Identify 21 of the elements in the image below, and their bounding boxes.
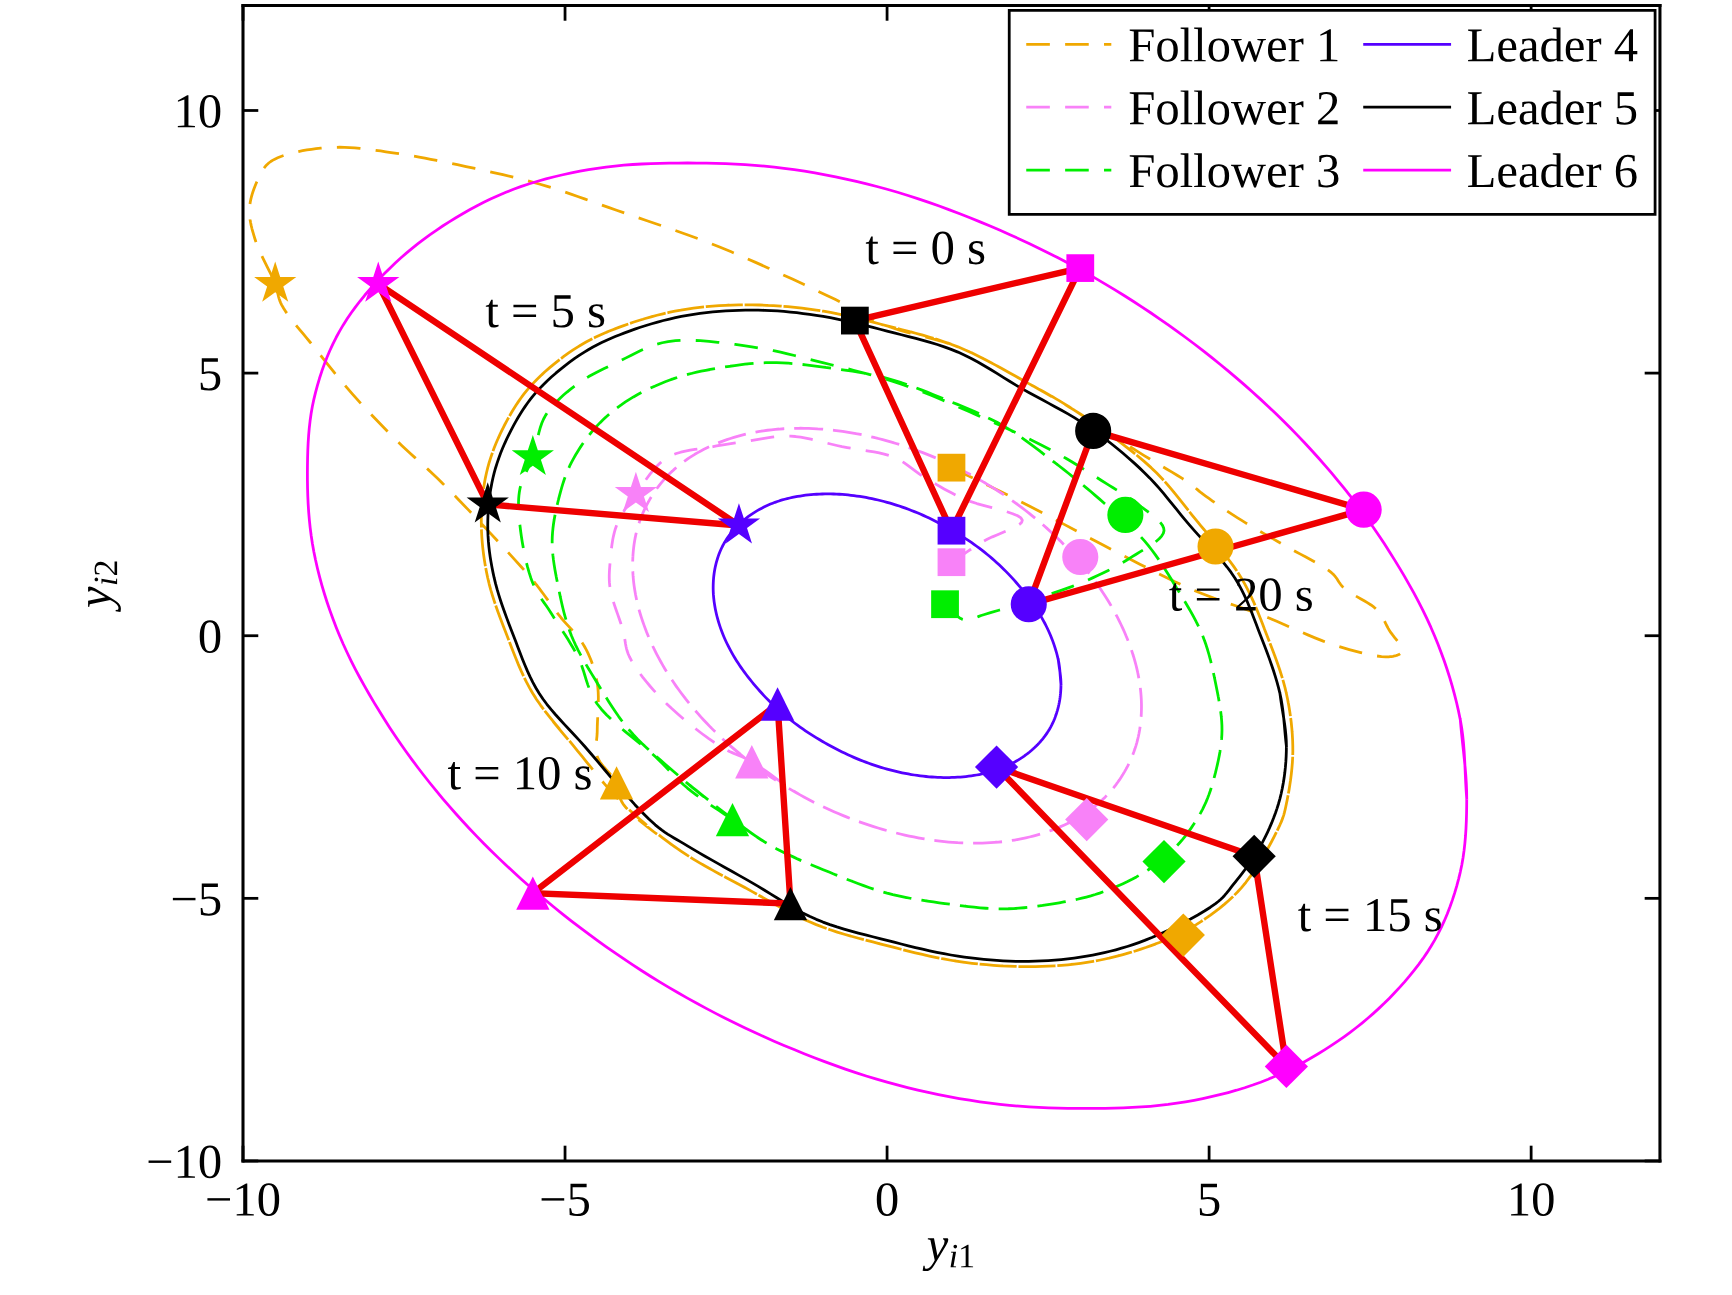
y-tick-label: 10 <box>177 95 221 128</box>
x-tick-label: −5 <box>541 1183 589 1217</box>
y-tick-label: −5 <box>172 883 221 916</box>
y-tick-label: 0 <box>199 620 221 654</box>
annotation: t = 5 s <box>485 295 605 328</box>
legend-label: Leader 4 <box>1468 27 1638 62</box>
legend-label: Follower 3 <box>1129 153 1339 188</box>
legend-label: Follower 1 <box>1129 27 1338 62</box>
x-tick-label: 0 <box>876 1183 898 1217</box>
x-tick-label: 5 <box>1199 1183 1220 1217</box>
legend-label: Leader 6 <box>1468 153 1637 188</box>
legend-label: Follower 2 <box>1129 90 1338 125</box>
y-tick-label: −10 <box>148 1145 221 1179</box>
annotation: t = 10 s <box>448 756 591 790</box>
annotation: t = 15 s <box>1298 898 1441 932</box>
legend-label: Leader 5 <box>1468 90 1637 125</box>
x-axis-title: y$_{i1}$ <box>922 1238 974 1272</box>
y-tick-label: 5 <box>200 358 221 391</box>
y-axis-title: y$_{i2}$ <box>88 561 121 613</box>
x-tick-label: 10 <box>1511 1183 1554 1217</box>
annotation: t = 0 s <box>865 231 985 265</box>
